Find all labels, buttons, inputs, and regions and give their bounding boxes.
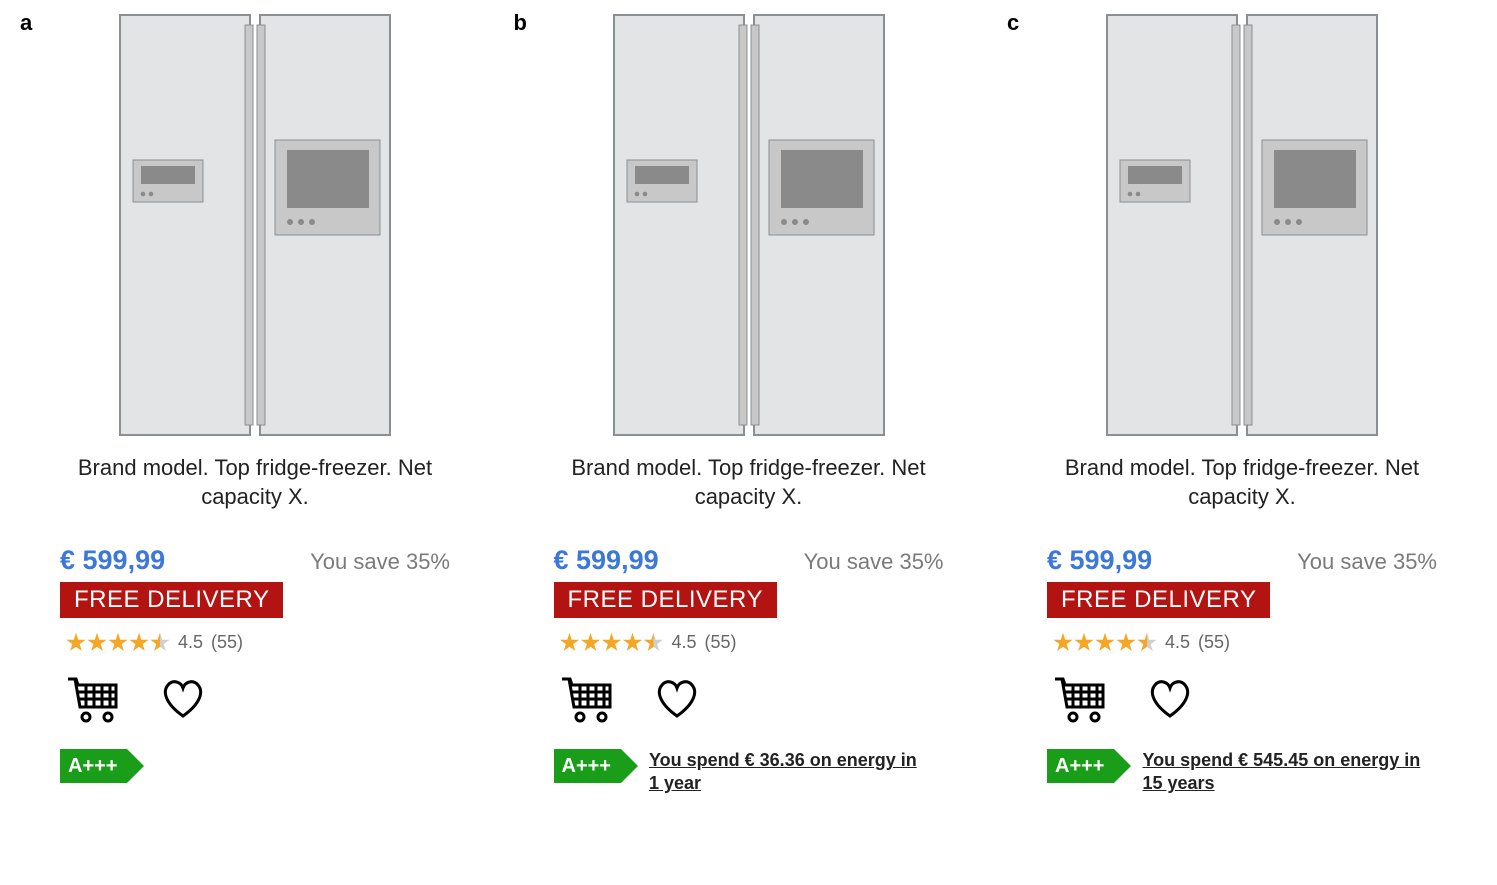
cart-icon[interactable] <box>66 675 120 723</box>
price-row: € 599,99 You save 35% <box>544 545 954 576</box>
delivery-badge: FREE DELIVERY <box>1047 582 1270 618</box>
actions-row <box>560 675 954 723</box>
fridge-image <box>50 10 460 440</box>
price: € 599,99 <box>60 545 165 576</box>
energy-label: A+++ <box>60 749 127 783</box>
star-icons <box>560 633 664 653</box>
panel-letter: a <box>20 10 32 36</box>
product-description: Brand model. Top fridge-freezer. Net cap… <box>544 454 954 511</box>
savings-text: You save 35% <box>310 549 450 575</box>
fridge-image <box>1037 10 1447 440</box>
star-icons <box>1053 633 1157 653</box>
panels-container: a Brand model. Top fridge-freezer. Ne <box>10 10 1487 794</box>
cart-icon[interactable] <box>560 675 614 723</box>
heart-icon[interactable] <box>160 678 206 720</box>
product-panel-c: c Brand model. Top fridge-freezer. Net c… <box>997 10 1487 794</box>
product-panel-a: a Brand model. Top fridge-freezer. Ne <box>10 10 500 783</box>
energy-row: A+++ You spend € 545.45 on energy in 15 … <box>1047 749 1447 794</box>
savings-text: You save 35% <box>1297 549 1437 575</box>
rating-count: (55) <box>1198 632 1230 653</box>
energy-row: A+++ <box>60 749 460 783</box>
rating-count: (55) <box>211 632 243 653</box>
cart-icon[interactable] <box>1053 675 1107 723</box>
rating-row[interactable]: 4.5 (55) <box>66 632 460 653</box>
energy-cost-text: You spend € 545.45 on energy in 15 years <box>1142 749 1422 794</box>
actions-row <box>1053 675 1447 723</box>
panel-letter: b <box>514 10 527 36</box>
delivery-badge: FREE DELIVERY <box>60 582 283 618</box>
heart-icon[interactable] <box>1147 678 1193 720</box>
product-panel-b: b Brand model. Top fridge-freezer. Net c… <box>504 10 994 794</box>
rating-row[interactable]: 4.5 (55) <box>560 632 954 653</box>
energy-label: A+++ <box>1047 749 1114 783</box>
price-row: € 599,99 You save 35% <box>1037 545 1447 576</box>
energy-row: A+++ You spend € 36.36 on energy in 1 ye… <box>554 749 954 794</box>
rating-row[interactable]: 4.5 (55) <box>1053 632 1447 653</box>
actions-row <box>66 675 460 723</box>
energy-label: A+++ <box>554 749 621 783</box>
rating-value: 4.5 <box>178 632 203 653</box>
savings-text: You save 35% <box>804 549 944 575</box>
rating-value: 4.5 <box>1165 632 1190 653</box>
heart-icon[interactable] <box>654 678 700 720</box>
rating-count: (55) <box>705 632 737 653</box>
rating-value: 4.5 <box>672 632 697 653</box>
delivery-badge: FREE DELIVERY <box>554 582 777 618</box>
energy-cost-text: You spend € 36.36 on energy in 1 year <box>649 749 929 794</box>
panel-letter: c <box>1007 10 1019 36</box>
product-description: Brand model. Top fridge-freezer. Net cap… <box>1037 454 1447 511</box>
fridge-image <box>544 10 954 440</box>
price: € 599,99 <box>554 545 659 576</box>
star-icons <box>66 633 170 653</box>
price: € 599,99 <box>1047 545 1152 576</box>
price-row: € 599,99 You save 35% <box>50 545 460 576</box>
product-description: Brand model. Top fridge-freezer. Net cap… <box>50 454 460 511</box>
